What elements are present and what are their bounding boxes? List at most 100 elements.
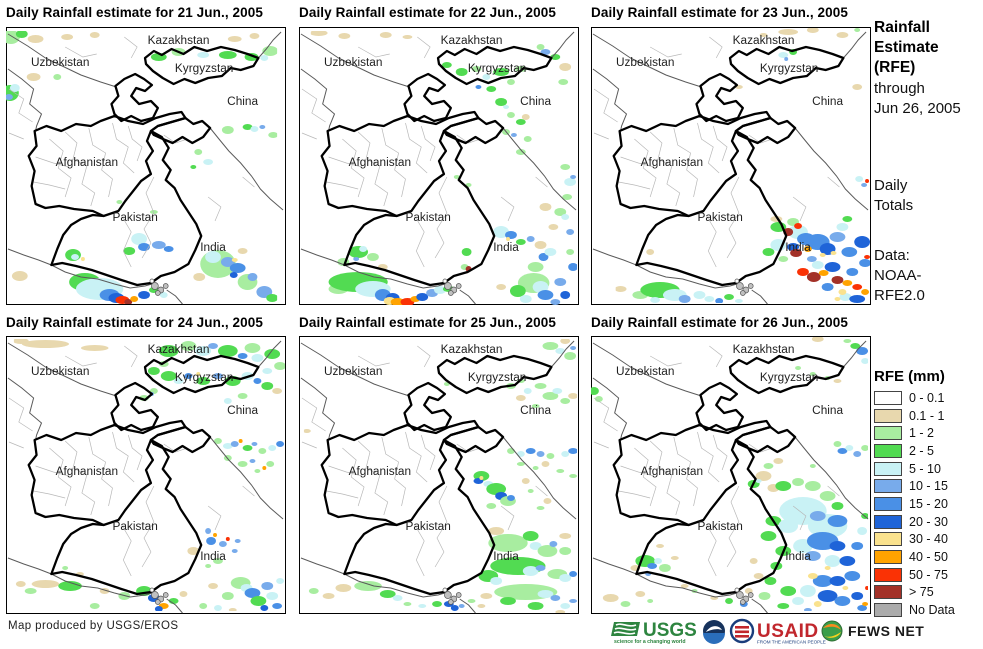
legend-swatch — [874, 461, 902, 476]
panel-title: Daily Rainfall estimate for 23 Jun., 200… — [591, 5, 848, 20]
no-data-delta — [734, 278, 754, 296]
country-labels: Kazakhstan Uzbekistan Kyrgyzstan China Afgha… — [31, 33, 258, 254]
svg-text:India: India — [200, 549, 226, 563]
svg-text:Uzbekistan: Uzbekistan — [616, 364, 674, 378]
svg-text:Pakistan: Pakistan — [697, 519, 742, 533]
svg-text:Afghanistan: Afghanistan — [349, 464, 411, 478]
svg-text:India: India — [200, 240, 226, 254]
legend-swatch — [874, 443, 902, 458]
rainfall-map-panel: Kazakhstan Uzbekistan Kyrgyzstan China Afgha… — [6, 27, 286, 305]
svg-text:China: China — [520, 403, 551, 417]
map-svg: Kazakhstan Uzbekistan Kyrgyzstan China Afgha… — [299, 27, 579, 305]
rainfall-map-panel: Kazakhstan Uzbekistan Kyrgyzstan China Afgha… — [299, 27, 579, 305]
svg-text:Kyrgyzstan: Kyrgyzstan — [175, 61, 233, 75]
svg-text:Afghanistan: Afghanistan — [641, 155, 703, 169]
rainfall-map-panel: Kazakhstan Uzbekistan Kyrgyzstan China Afgha… — [6, 336, 286, 614]
svg-text:Afghanistan: Afghanistan — [56, 155, 118, 169]
legend-row: 50 - 75 — [874, 566, 955, 584]
legend-label: 40 - 50 — [909, 550, 948, 565]
panel-title: Daily Rainfall estimate for 25 Jun., 200… — [299, 315, 556, 330]
legend-swatch — [874, 390, 902, 405]
bold-borders — [612, 45, 845, 287]
svg-text:Uzbekistan: Uzbekistan — [616, 55, 674, 69]
rfe-subheading: through Jun 26, 2005 — [874, 80, 961, 117]
admin-borders — [593, 345, 840, 577]
admin-borders — [301, 345, 548, 577]
svg-text:Pakistan: Pakistan — [112, 519, 157, 533]
svg-text:Kazakhstan: Kazakhstan — [733, 33, 795, 47]
svg-text:Kyrgyzstan: Kyrgyzstan — [468, 61, 526, 75]
map-svg: Kazakhstan Uzbekistan Kyrgyzstan China Afgha… — [591, 336, 871, 614]
legend: 0 - 0.1 0.1 - 1 1 - 2 2 - 5 5 - 10 10 - 15 15 … — [874, 389, 955, 619]
legend-label: No Data — [909, 603, 955, 618]
svg-text:China: China — [227, 94, 258, 108]
legend-row: 15 - 20 — [874, 495, 955, 513]
noaa-logo — [703, 620, 725, 644]
svg-text:USAID: USAID — [757, 621, 819, 642]
no-data-delta — [442, 587, 462, 605]
legend-swatch — [874, 496, 902, 511]
legend-row: No Data — [874, 601, 955, 619]
country-borders — [592, 340, 869, 614]
map-svg: Kazakhstan Uzbekistan Kyrgyzstan China Afgha… — [299, 336, 579, 614]
admin-borders — [593, 36, 840, 268]
country-borders — [592, 31, 869, 305]
country-labels: Kazakhstan Uzbekistan Kyrgyzstan China Afgha… — [616, 33, 843, 254]
admin-borders — [8, 36, 255, 268]
svg-text:Uzbekistan: Uzbekistan — [324, 364, 382, 378]
svg-text:Kazakhstan: Kazakhstan — [441, 342, 503, 356]
legend-swatch — [874, 550, 902, 565]
panel-title: Daily Rainfall estimate for 24 Jun., 200… — [6, 315, 263, 330]
legend-label: 2 - 5 — [909, 443, 935, 458]
legend-swatch — [874, 532, 902, 547]
map-svg: Kazakhstan Uzbekistan Kyrgyzstan China Afgha… — [6, 27, 286, 305]
legend-row: 10 - 15 — [874, 477, 955, 495]
legend-swatch — [874, 585, 902, 600]
fewsnet-logo: FEWS NET — [821, 620, 924, 642]
country-borders — [7, 31, 284, 305]
no-data-delta — [149, 587, 169, 605]
svg-text:India: India — [785, 549, 811, 563]
legend-title: RFE (mm) — [874, 368, 945, 385]
svg-text:Kazakhstan: Kazakhstan — [148, 33, 210, 47]
svg-text:Uzbekistan: Uzbekistan — [31, 364, 89, 378]
legend-swatch — [874, 567, 902, 582]
country-borders — [300, 340, 577, 614]
svg-text:Kazakhstan: Kazakhstan — [733, 342, 795, 356]
rfe-heading: Rainfall Estimate (RFE) — [874, 19, 939, 76]
no-data-delta — [442, 278, 462, 296]
svg-text:India: India — [493, 240, 519, 254]
panel-title: Daily Rainfall estimate for 22 Jun., 200… — [299, 5, 556, 20]
legend-label: 0.1 - 1 — [909, 408, 945, 423]
svg-text:Kazakhstan: Kazakhstan — [441, 33, 503, 47]
data-source-label: Data: NOAA- RFE2.0 — [874, 247, 925, 304]
legend-row: 0.1 - 1 — [874, 407, 955, 425]
svg-text:Uzbekistan: Uzbekistan — [31, 55, 89, 69]
rainfall-raster — [13, 338, 286, 612]
svg-text:Kyrgyzstan: Kyrgyzstan — [760, 370, 818, 384]
legend-label: 1 - 2 — [909, 426, 935, 441]
svg-text:Afghanistan: Afghanistan — [349, 155, 411, 169]
sidebar: Rainfall Estimate (RFE) through Jun 26, … — [874, 0, 980, 649]
bold-borders — [27, 354, 260, 596]
usgs-logo: USGS science for a changing world — [611, 620, 697, 645]
svg-text:Kyrgyzstan: Kyrgyzstan — [760, 61, 818, 75]
legend-label: 20 - 30 — [909, 514, 948, 529]
svg-text:Afghanistan: Afghanistan — [56, 464, 118, 478]
legend-row: 5 - 10 — [874, 460, 955, 478]
admin-borders — [8, 345, 255, 577]
svg-text:science for a changing world: science for a changing world — [614, 639, 686, 645]
svg-text:India: India — [785, 240, 811, 254]
svg-text:India: India — [493, 549, 519, 563]
rainfall-map-panel: Kazakhstan Uzbekistan Kyrgyzstan China Afgha… — [591, 27, 871, 305]
usaid-logo: USAID FROM THE AMERICAN PEOPLE — [729, 618, 826, 645]
bold-borders — [27, 45, 260, 287]
bold-borders — [320, 45, 553, 287]
map-svg: Kazakhstan Uzbekistan Kyrgyzstan China Afgha… — [6, 336, 286, 614]
legend-label: 0 - 0.1 — [909, 390, 945, 405]
legend-label: 10 - 15 — [909, 479, 948, 494]
legend-row: 20 - 30 — [874, 513, 955, 531]
map-credit: Map produced by USGS/EROS — [8, 620, 179, 632]
legend-row: 2 - 5 — [874, 442, 955, 460]
legend-swatch — [874, 426, 902, 441]
